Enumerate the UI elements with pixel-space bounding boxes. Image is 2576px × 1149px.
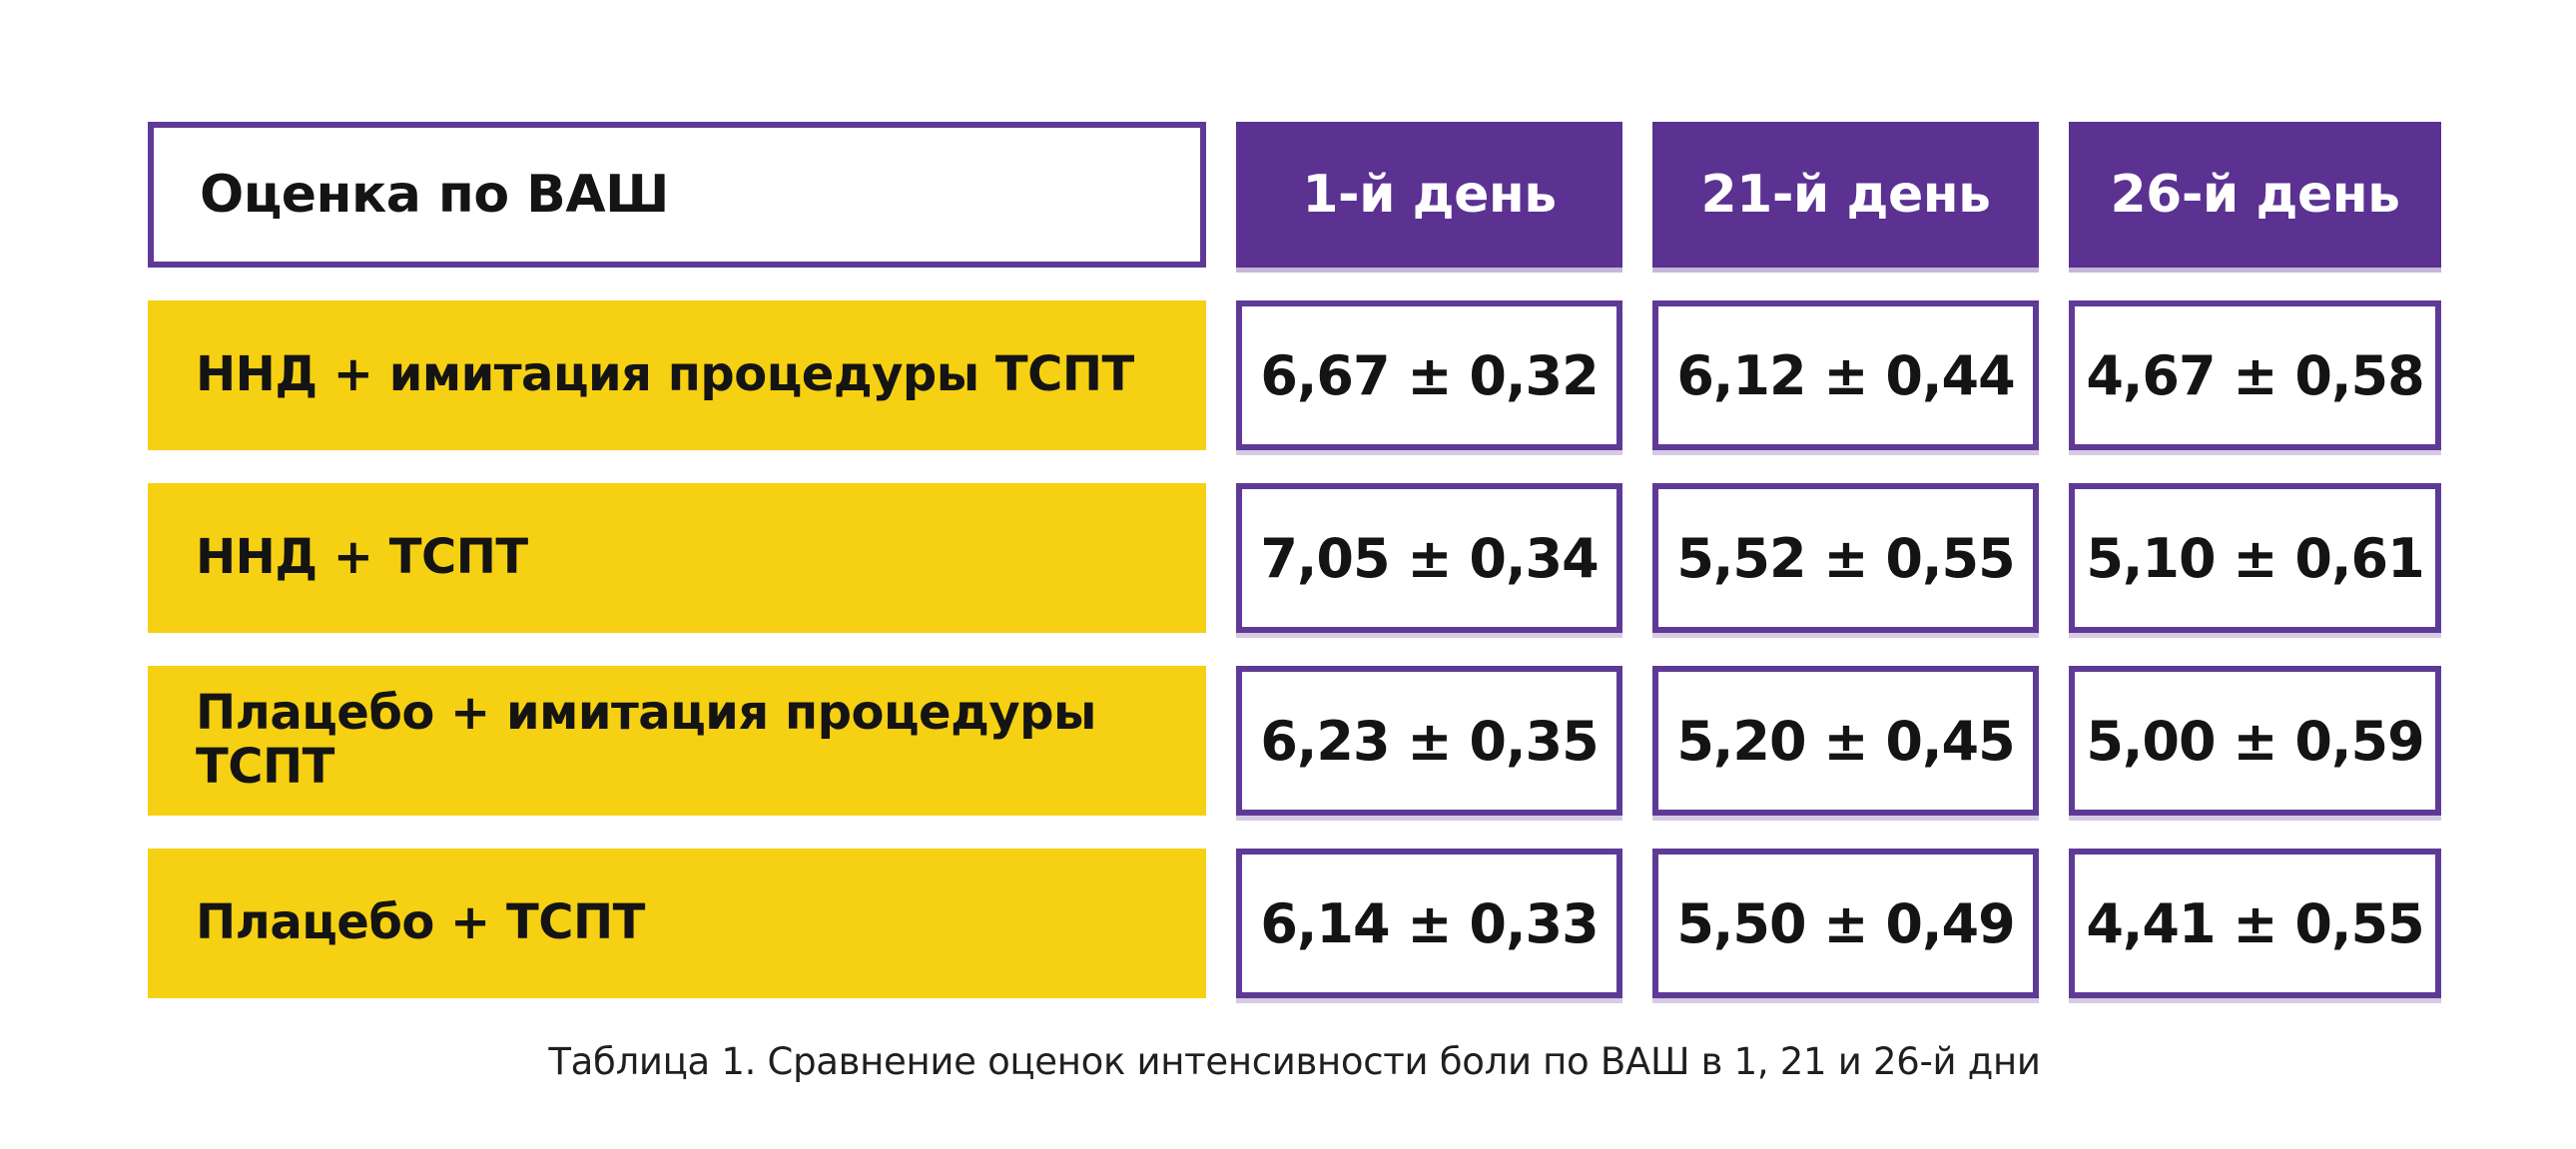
value-row1-day21: 6,12 ± 0,44: [1676, 343, 2015, 407]
value-cell-row1-day1: 6,67 ± 0,32: [1236, 300, 1622, 450]
value-row4-day1: 6,14 ± 0,33: [1260, 891, 1599, 955]
value-cell-row1-day21: 6,12 ± 0,44: [1652, 300, 2039, 450]
value-cell-row3-day1: 6,23 ± 0,35: [1236, 666, 1622, 816]
group-label-cell-row3: Плацебо + имитация процедуры ТСПТ: [148, 666, 1206, 816]
value-cell-row1-day26: 4,67 ± 0,58: [2069, 300, 2441, 450]
value-row3-day1: 6,23 ± 0,35: [1260, 709, 1599, 773]
value-row4-day21: 5,50 ± 0,49: [1676, 891, 2015, 955]
value-row1-day1: 6,67 ± 0,32: [1260, 343, 1599, 407]
day-header-label-21: 21-й день: [1700, 165, 1991, 225]
value-row3-day21: 5,20 ± 0,45: [1676, 709, 2015, 773]
value-cell-row2-day26: 5,10 ± 0,61: [2069, 483, 2441, 633]
corner-header-cell: Оценка по ВАШ: [148, 122, 1206, 268]
value-row3-day26: 5,00 ± 0,59: [2086, 709, 2424, 773]
value-cell-row4-day21: 5,50 ± 0,49: [1652, 849, 2039, 998]
table-caption: Таблица 1. Сравнение оценок интенсивност…: [548, 1040, 2041, 1083]
group-label-row3: Плацебо + имитация процедуры ТСПТ: [196, 685, 1096, 795]
day-header-cell-26: 26-й день: [2069, 122, 2441, 268]
group-label-cell-row1: ННД + имитация процедуры ТСПТ: [148, 300, 1206, 450]
value-cell-row2-day21: 5,52 ± 0,55: [1652, 483, 2039, 633]
value-row1-day26: 4,67 ± 0,58: [2086, 343, 2424, 407]
group-label-row4: Плацебо + ТСПТ: [196, 894, 645, 951]
group-label-cell-row4: Плацебо + ТСПТ: [148, 849, 1206, 998]
group-label-cell-row2: ННД + ТСПТ: [148, 483, 1206, 633]
value-row4-day26: 4,41 ± 0,55: [2086, 891, 2424, 955]
day-header-cell-1: 1-й день: [1236, 122, 1622, 268]
day-header-label-26: 26-й день: [2110, 165, 2400, 225]
vas-comparison-table: Оценка по ВАШ 1-й день 21-й день 26-й де…: [148, 122, 2441, 998]
value-row2-day21: 5,52 ± 0,55: [1676, 526, 2015, 590]
value-cell-row3-day26: 5,00 ± 0,59: [2069, 666, 2441, 816]
value-row2-day26: 5,10 ± 0,61: [2086, 526, 2424, 590]
value-cell-row4-day26: 4,41 ± 0,55: [2069, 849, 2441, 998]
value-row2-day1: 7,05 ± 0,34: [1260, 526, 1599, 590]
day-header-cell-21: 21-й день: [1652, 122, 2039, 268]
corner-header-label: Оценка по ВАШ: [200, 165, 669, 225]
value-cell-row4-day1: 6,14 ± 0,33: [1236, 849, 1622, 998]
day-header-label-1: 1-й день: [1302, 165, 1557, 225]
value-cell-row3-day21: 5,20 ± 0,45: [1652, 666, 2039, 816]
value-cell-row2-day1: 7,05 ± 0,34: [1236, 483, 1622, 633]
group-label-row2: ННД + ТСПТ: [196, 529, 528, 586]
group-label-row1: ННД + имитация процедуры ТСПТ: [196, 346, 1134, 403]
